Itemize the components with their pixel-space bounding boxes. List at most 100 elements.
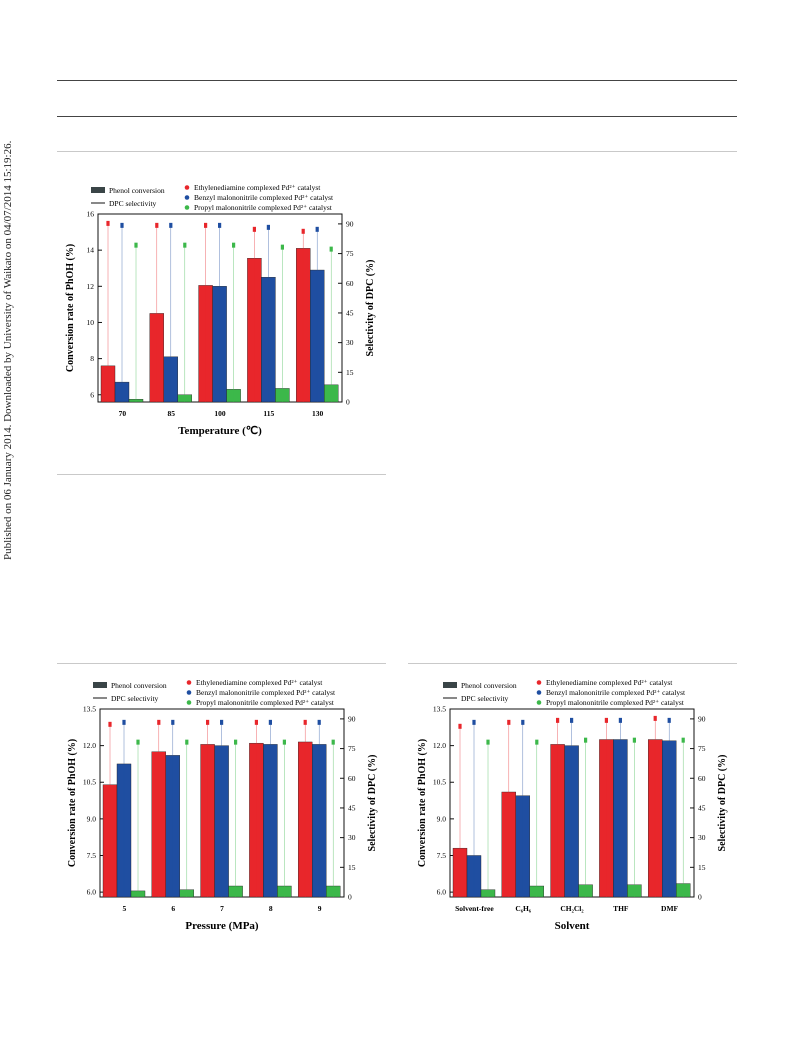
- selectivity-marker: [134, 242, 138, 248]
- y-tick-label: 12.0: [83, 741, 96, 750]
- selectivity-marker: [220, 719, 224, 725]
- legend-marker-benzyl: [186, 690, 192, 695]
- y2-tick-label: 15: [346, 368, 354, 377]
- y-tick-label: 14: [87, 246, 95, 255]
- y-axis-label: Conversion rate of PhOH (%): [67, 739, 78, 867]
- y2-tick-label: 0: [348, 893, 352, 902]
- y2-tick-label: 45: [698, 803, 706, 812]
- legend-marker-ethylenediamine: [184, 185, 190, 190]
- x-tick-label: 130: [312, 409, 324, 418]
- selectivity-marker: [521, 719, 525, 725]
- selectivity-marker: [472, 719, 476, 725]
- y-tick-label: 8: [90, 354, 94, 363]
- legend-swatch-phenol-conversion: [91, 187, 105, 193]
- x-tick-label: Solvent-free: [455, 904, 494, 913]
- selectivity-marker: [183, 242, 187, 248]
- selectivity-marker: [681, 737, 685, 743]
- legend-label-benzyl: Benzyl malononitrile complexed Pd²⁺ cata…: [196, 688, 336, 697]
- solvent-chart: Phenol conversion DPC selectivity Ethylene…: [417, 678, 728, 932]
- legend-marker-benzyl: [184, 195, 190, 200]
- y-tick-label: 13.5: [83, 705, 96, 714]
- legend-swatch-phenol-conversion: [443, 682, 457, 688]
- selectivity-marker: [317, 719, 321, 725]
- legend-label-ethylenediamine: Ethylenediamine complexed Pd²⁺ catalyst: [546, 678, 673, 687]
- x-tick-label: 85: [167, 409, 175, 418]
- y-axis-label: Conversion rate of PhOH (%): [417, 739, 428, 867]
- download-watermark: Published on 06 January 2014. Downloaded…: [2, 140, 14, 560]
- selectivity-marker: [280, 244, 284, 250]
- selectivity-marker: [155, 222, 159, 228]
- selectivity-marker: [486, 739, 490, 745]
- x-tick-label: 9: [318, 904, 322, 913]
- selectivity-marker: [303, 719, 307, 725]
- legend-marker-propyl: [184, 205, 190, 210]
- selectivity-marker: [268, 719, 272, 725]
- y2-tick-label: 30: [698, 833, 706, 842]
- y2-tick-label: 90: [348, 714, 356, 723]
- header-rule-top: [57, 80, 737, 81]
- selectivity-marker: [331, 739, 335, 745]
- y2-tick-label: 75: [348, 744, 356, 753]
- selectivity-marker: [653, 715, 657, 721]
- selectivity-marker: [136, 739, 140, 745]
- y-tick-label: 12: [87, 282, 95, 291]
- figure1-rule-bottom: [57, 474, 386, 475]
- legend-label-phenol-conversion: Phenol conversion: [109, 186, 165, 195]
- selectivity-marker: [252, 226, 256, 232]
- selectivity-marker: [185, 739, 189, 745]
- y-tick-label: 10.5: [83, 778, 96, 787]
- y2-tick-label: 60: [346, 279, 354, 288]
- y-tick-label: 10.5: [433, 778, 446, 787]
- selectivity-marker: [570, 717, 574, 723]
- y2-tick-label: 45: [348, 803, 356, 812]
- legend-label-dpc-selectivity: DPC selectivity: [111, 694, 159, 703]
- y2-tick-label: 0: [698, 893, 702, 902]
- selectivity-marker: [204, 222, 208, 228]
- x-tick-label: CH₂Cl₂: [560, 904, 584, 913]
- pressure-chart: Phenol conversion DPC selectivity Ethylene…: [67, 678, 378, 932]
- selectivity-marker: [106, 220, 110, 226]
- y2-tick-label: 75: [346, 249, 354, 258]
- legend-label-dpc-selectivity: DPC selectivity: [461, 694, 509, 703]
- selectivity-marker: [206, 719, 210, 725]
- y-tick-label: 6.0: [437, 888, 447, 897]
- selectivity-marker: [618, 717, 622, 723]
- legend-marker-ethylenediamine: [536, 680, 542, 685]
- selectivity-marker: [507, 719, 511, 725]
- selectivity-marker: [329, 246, 333, 252]
- x-axis-label: Solvent: [555, 920, 590, 932]
- selectivity-marker: [122, 719, 126, 725]
- selectivity-marker: [556, 717, 560, 723]
- legend-label-propyl: Propyl malononitrile complexed Pd²⁺ cata…: [196, 698, 335, 707]
- y-tick-label: 6: [90, 390, 94, 399]
- selectivity-marker: [218, 222, 222, 228]
- y-axis-label: Conversion rate of PhOH (%): [65, 244, 76, 372]
- legend-label-propyl: Propyl malononitrile complexed Pd²⁺ cata…: [194, 203, 333, 212]
- selectivity-marker: [535, 739, 539, 745]
- selectivity-marker: [584, 737, 588, 743]
- y2-tick-label: 15: [698, 863, 706, 872]
- selectivity-marker: [254, 719, 258, 725]
- x-tick-label: 6: [171, 904, 175, 913]
- y-tick-label: 6.0: [87, 888, 97, 897]
- y2-tick-label: 75: [698, 744, 706, 753]
- selectivity-marker: [120, 222, 124, 228]
- legend-swatch-phenol-conversion: [93, 682, 107, 688]
- y2-tick-label: 90: [698, 714, 706, 723]
- selectivity-marker: [171, 719, 175, 725]
- selectivity-marker: [632, 737, 636, 743]
- y-tick-label: 16: [87, 210, 95, 219]
- y2-tick-label: 45: [346, 308, 354, 317]
- x-tick-label: 70: [119, 409, 127, 418]
- x-tick-label: THF: [613, 904, 629, 913]
- y-tick-label: 7.5: [437, 851, 447, 860]
- y2-tick-label: 30: [348, 833, 356, 842]
- temperature-chart: Phenol conversion DPC selectivity Ethylene…: [65, 183, 376, 437]
- y2-tick-label: 60: [348, 774, 356, 783]
- selectivity-marker: [604, 717, 608, 723]
- selectivity-marker: [266, 224, 270, 230]
- legend-label-ethylenediamine: Ethylenediamine complexed Pd²⁺ catalyst: [196, 678, 323, 687]
- x-tick-label: 5: [123, 904, 127, 913]
- y2-tick-label: 0: [346, 398, 350, 407]
- x-tick-label: 7: [220, 904, 224, 913]
